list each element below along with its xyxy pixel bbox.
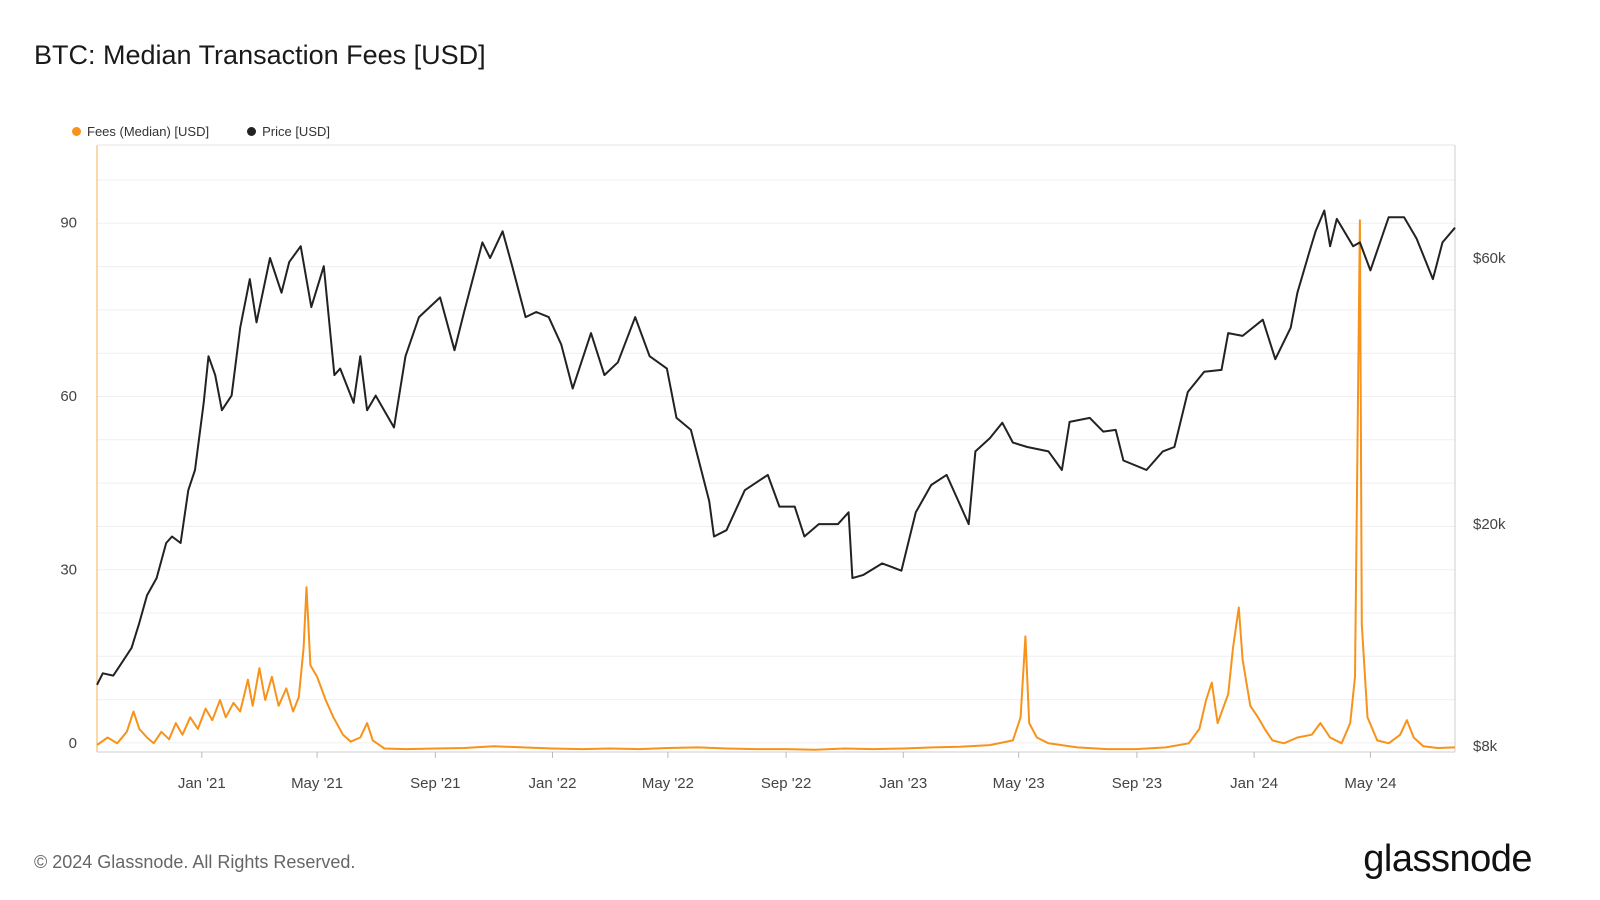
x-tick-label: Jan '23	[879, 775, 927, 792]
legend-label-fees: Fees (Median) [USD]	[87, 124, 210, 139]
chart-title: BTC: Median Transaction Fees [USD]	[34, 40, 486, 70]
y-left-tick-label: 30	[60, 562, 77, 579]
y-left-tick-label: 90	[60, 215, 77, 232]
x-tick-label: May '23	[993, 775, 1045, 792]
y-left-tick-label: 0	[69, 735, 77, 752]
x-tick-label: May '24	[1344, 775, 1396, 792]
x-tick-label: Jan '24	[1230, 775, 1278, 792]
fees-series-line	[96, 219, 1456, 751]
y-right-tick-label: $60k	[1473, 250, 1506, 267]
legend-dot-fees	[72, 127, 81, 136]
legend-item-price[interactable]: Price [USD]	[247, 124, 330, 139]
legend: Fees (Median) [USD] Price [USD]	[72, 124, 330, 139]
copyright-footer: © 2024 Glassnode. All Rights Reserved.	[34, 852, 356, 872]
x-tick-label: May '21	[291, 775, 343, 792]
legend-label-price: Price [USD]	[262, 124, 330, 139]
x-tick-label: Jan '21	[178, 775, 226, 792]
y-left-tick-label: 60	[60, 388, 77, 405]
x-tick-label: Jan '22	[529, 775, 577, 792]
x-tick-label: May '22	[642, 775, 694, 792]
x-tick-label: Sep '22	[761, 775, 811, 792]
legend-dot-price	[247, 127, 257, 136]
glassnode-logo: glassnode	[1363, 838, 1532, 880]
legend-item-fees[interactable]: Fees (Median) [USD]	[72, 124, 209, 139]
y-right-tick-label: $20k	[1473, 516, 1506, 533]
x-tick-label: Sep '23	[1112, 775, 1162, 792]
x-tick-label: Sep '21	[410, 775, 460, 792]
y-right-tick-label: $8k	[1473, 738, 1498, 755]
price-series-line	[96, 209, 1456, 686]
